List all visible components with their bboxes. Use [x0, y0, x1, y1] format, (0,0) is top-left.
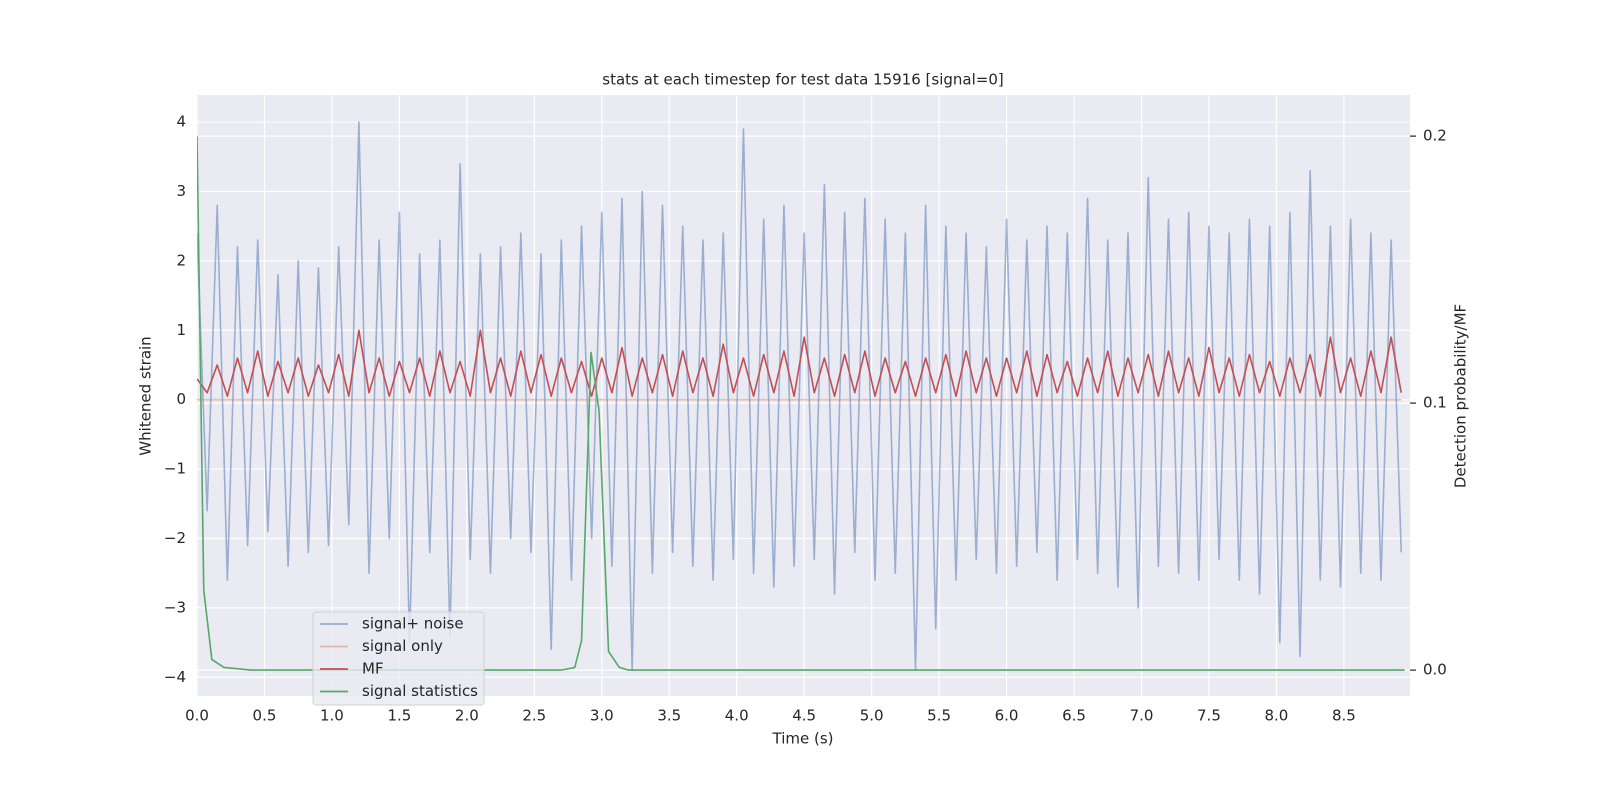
- x-tick-label: 2.0: [455, 707, 479, 725]
- x-tick-label: 0.0: [185, 707, 209, 725]
- y-tick-label: −2: [164, 529, 186, 547]
- legend-box: [312, 611, 485, 706]
- x-tick-label: 4.5: [792, 707, 816, 725]
- x-tick-label: 3.5: [657, 707, 681, 725]
- x-axis-label: Time (s): [772, 730, 834, 748]
- legend-label: MF: [362, 660, 384, 678]
- x-tick-label: 2.5: [522, 707, 546, 725]
- x-tick-label: 7.5: [1197, 707, 1221, 725]
- y-tick-label: −3: [164, 598, 186, 616]
- x-tick-label: 1.5: [387, 707, 411, 725]
- x-tick-label: 0.5: [253, 707, 277, 725]
- series-line: [197, 329, 1403, 397]
- legend-label: signal statistics: [362, 682, 478, 700]
- y-tick-label: −1: [164, 460, 186, 478]
- y-tick-label: 1: [176, 321, 186, 339]
- y-tick-label: 3: [176, 182, 186, 200]
- x-tick-label: 8.5: [1332, 707, 1356, 725]
- y2-tick-label: 0.2: [1423, 127, 1447, 145]
- x-tick-label: 5.5: [927, 707, 951, 725]
- x-tick-label: 5.0: [860, 707, 884, 725]
- chart-title: stats at each timestep for test data 159…: [602, 71, 1003, 89]
- x-tick-label: 6.0: [995, 707, 1019, 725]
- y2-tick-label: 0.0: [1423, 661, 1447, 679]
- y-tick-label: −4: [164, 668, 186, 686]
- x-tick-label: 6.5: [1062, 707, 1086, 725]
- x-tick-label: 3.0: [590, 707, 614, 725]
- y-tick-label: 0: [176, 390, 186, 408]
- legend-label: signal+ noise: [362, 615, 464, 633]
- plot-area: [197, 95, 1410, 696]
- y-axis-label: Whitened strain: [137, 336, 155, 455]
- legend: signal+ noise signal only MF signal statist…: [312, 611, 485, 706]
- x-tick-label: 1.0: [320, 707, 344, 725]
- x-tick-label: 8.0: [1264, 707, 1288, 725]
- y-tick-label: 4: [176, 113, 186, 131]
- series-line: [197, 136, 1405, 671]
- x-tick-label: 4.0: [725, 707, 749, 725]
- y2-tick-label: 0.1: [1423, 394, 1447, 412]
- legend-label: signal only: [362, 637, 443, 655]
- series-layer: [197, 121, 1405, 672]
- y2-axis-label: Detection probability/MF: [1452, 304, 1470, 488]
- x-tick-label: 7.0: [1130, 707, 1154, 725]
- y-tick-label: 2: [176, 251, 186, 269]
